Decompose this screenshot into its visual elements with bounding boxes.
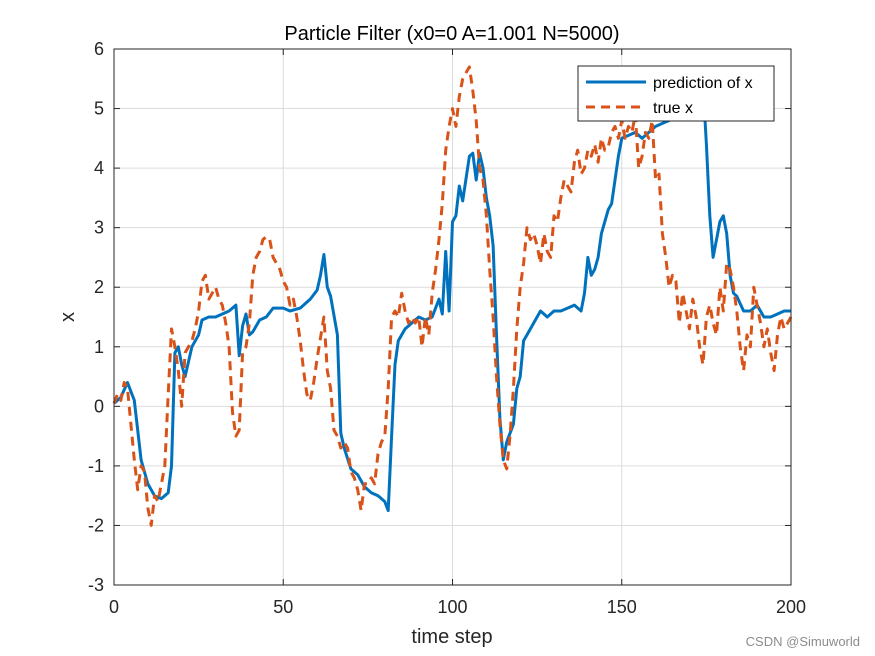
legend[interactable]: prediction of x true x (577, 65, 775, 122)
y-tick-label: 3 (94, 218, 104, 238)
legend-box (577, 65, 775, 122)
legend-label-true: true x (653, 100, 693, 117)
y-tick-label: 1 (94, 337, 104, 357)
watermark: CSDN @Simuworld (746, 634, 860, 649)
y-tick-label: -3 (88, 575, 104, 595)
x-tick-label: 50 (273, 597, 293, 617)
x-axis-label: time step (411, 626, 492, 648)
axis-ticks: 0 50 100 150 200 -3 -2 -1 0 1 2 3 4 5 6 (88, 39, 806, 617)
plot-area: 0 50 100 150 200 -3 -2 -1 0 1 2 3 4 5 6 (88, 39, 806, 617)
x-tick-label: 0 (109, 597, 119, 617)
y-tick-label: -2 (88, 515, 104, 535)
legend-label-prediction: prediction of x (653, 75, 753, 92)
y-tick-label: 2 (94, 277, 104, 297)
y-axis-label: x (57, 312, 79, 322)
series-true-line (112, 65, 793, 527)
chart-title: Particle Filter (x0=0 A=1.001 N=5000) (284, 23, 619, 45)
y-tick-label: 6 (94, 39, 104, 59)
x-tick-label: 150 (607, 597, 637, 617)
y-tick-label: 4 (94, 158, 104, 178)
y-tick-label: -1 (88, 456, 104, 476)
y-tick-label: 0 (94, 396, 104, 416)
x-tick-label: 200 (776, 597, 806, 617)
y-tick-label: 5 (94, 99, 104, 119)
x-tick-label: 100 (437, 597, 467, 617)
